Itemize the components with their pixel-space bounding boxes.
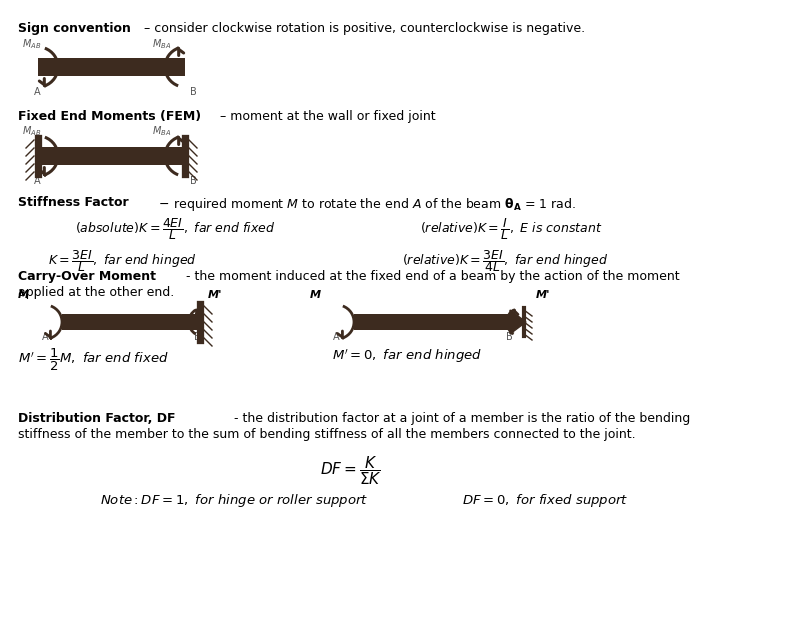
Text: $(absolute)K = \dfrac{4EI}{L},\ far\ end\ fixed$: $(absolute)K = \dfrac{4EI}{L},\ far\ end…	[75, 216, 276, 242]
Text: $M_{AB}$: $M_{AB}$	[22, 37, 42, 51]
Text: - the moment induced at the fixed end of a beam by the action of the moment: - the moment induced at the fixed end of…	[182, 270, 679, 283]
Bar	[62, 314, 200, 330]
Text: applied at the other end.: applied at the other end.	[18, 286, 175, 299]
Text: $Note: DF = 1,\ for\ hinge\ or\ roller\ support$: $Note: DF = 1,\ for\ hinge\ or\ roller\ …	[100, 492, 368, 509]
Text: A: A	[34, 87, 41, 97]
Text: $M' = \dfrac{1}{2}M,\ far\ end\ fixed$: $M' = \dfrac{1}{2}M,\ far\ end\ fixed$	[18, 347, 169, 373]
Text: $-$ required moment $\mathbf{\mathit{M}}$ to rotate the end $\mathbf{\mathit{A}}: $-$ required moment $\mathbf{\mathit{M}}…	[155, 196, 576, 213]
Bar	[38, 147, 185, 165]
Text: – moment at the wall or fixed joint: – moment at the wall or fixed joint	[216, 110, 436, 123]
Bar	[38, 58, 185, 76]
Text: $DF = \dfrac{K}{\Sigma K}$: $DF = \dfrac{K}{\Sigma K}$	[320, 454, 382, 487]
Text: – consider clockwise rotation is positive, counterclockwise is negative.: – consider clockwise rotation is positiv…	[140, 22, 585, 35]
Text: $M' = 0,\ far\ end\ hinged$: $M' = 0,\ far\ end\ hinged$	[332, 347, 482, 365]
Text: M: M	[18, 290, 29, 300]
Text: $K = \dfrac{3EI}{L},\ far\ end\ hinged$: $K = \dfrac{3EI}{L},\ far\ end\ hinged$	[48, 248, 197, 274]
Text: Carry-Over Moment: Carry-Over Moment	[18, 270, 156, 283]
Text: Stiffness Factor: Stiffness Factor	[18, 196, 129, 209]
Text: $DF = 0,\ for\ fixed\ support$: $DF = 0,\ for\ fixed\ support$	[462, 492, 629, 509]
Text: $(relative)K = \dfrac{I}{L},\ E\ is\ constant$: $(relative)K = \dfrac{I}{L},\ E\ is\ con…	[420, 216, 602, 242]
Text: A: A	[333, 332, 340, 342]
Text: $M_{BA}$: $M_{BA}$	[152, 37, 171, 51]
Polygon shape	[510, 310, 526, 334]
Bar	[354, 314, 510, 330]
Text: A: A	[34, 176, 41, 186]
Text: B: B	[190, 176, 197, 186]
Text: Distribution Factor, DF: Distribution Factor, DF	[18, 412, 175, 425]
Text: Fixed End Moments (FEM): Fixed End Moments (FEM)	[18, 110, 201, 123]
Text: Sign convention: Sign convention	[18, 22, 131, 35]
Text: A: A	[42, 332, 49, 342]
Text: B: B	[506, 332, 513, 342]
Text: B: B	[194, 332, 201, 342]
Text: $M_{BA}$: $M_{BA}$	[152, 124, 171, 138]
Text: stiffness of the member to the sum of bending stiffness of all the members conne: stiffness of the member to the sum of be…	[18, 428, 636, 441]
Text: $(relative)K = \dfrac{3EI}{4L},\ far\ end\ hinged$: $(relative)K = \dfrac{3EI}{4L},\ far\ en…	[402, 248, 608, 274]
Text: M: M	[310, 290, 321, 300]
Text: - the distribution factor at a joint of a member is the ratio of the bending: - the distribution factor at a joint of …	[230, 412, 690, 425]
Text: M': M'	[208, 290, 223, 300]
Text: B: B	[190, 87, 197, 97]
Text: M': M'	[536, 290, 550, 300]
Text: $M_{AB}$: $M_{AB}$	[22, 124, 42, 138]
